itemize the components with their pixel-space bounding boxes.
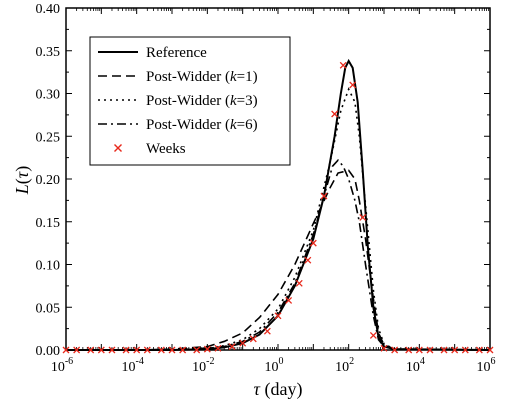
weeks-point [405, 346, 413, 354]
x-tick-label-0: 10-6 [51, 356, 73, 375]
weeks-point [461, 346, 469, 354]
x-tick-label-3: 100 [265, 356, 284, 375]
weeks-point [380, 344, 388, 352]
weeks-point [295, 279, 303, 287]
weeks-point [214, 344, 222, 352]
weeks-point [168, 346, 176, 354]
series-line-3 [66, 158, 491, 351]
weeks-point [228, 343, 236, 351]
weeks-point [108, 346, 116, 354]
weeks-point [285, 296, 293, 304]
y-tick-label-0: 0.00 [36, 344, 61, 359]
weeks-point [426, 346, 434, 354]
y-tick-label-4: 0.20 [36, 173, 61, 188]
weeks-point [249, 335, 257, 343]
y-tick-label-8: 0.40 [36, 2, 61, 17]
x-axis-label: τ (day) [254, 379, 303, 400]
x-tick-label-4: 102 [335, 356, 354, 375]
weeks-point [133, 346, 141, 354]
legend-label-1: Post-Widder (k=1) [146, 69, 258, 85]
x-tick-label-2: 10-2 [192, 356, 214, 375]
weeks-point [304, 256, 312, 264]
x-tick-label-1: 10-4 [121, 356, 143, 375]
legend-label-0: Reference [146, 45, 207, 61]
weeks-point [179, 346, 187, 354]
series-group [62, 58, 494, 354]
x-tick-label-5: 104 [406, 356, 425, 375]
weeks-point [440, 346, 448, 354]
weeks-point [157, 346, 165, 354]
weeks-point [415, 346, 423, 354]
weeks-point [391, 346, 399, 354]
weeks-point [339, 61, 347, 69]
y-tick-label-1: 0.05 [36, 301, 61, 316]
series-line-2 [66, 87, 491, 351]
weeks-point [274, 312, 282, 320]
weeks-point [451, 346, 459, 354]
series-line-0 [66, 58, 491, 351]
y-tick-label-6: 0.30 [36, 88, 61, 103]
weeks-point [486, 346, 494, 354]
legend-label-2: Post-Widder (k=3) [146, 93, 258, 109]
legend-label-4: Weeks [146, 141, 186, 157]
weeks-point [349, 81, 357, 89]
weeks-point [97, 346, 105, 354]
legend: Reference Post-Widder (k=1) Post-Widder (k… [89, 36, 291, 166]
weeks-point [122, 346, 130, 354]
axis-ticks: 0.00 0.05 0.10 0.15 0.20 0.25 0.30 0.35 0.40 10-6… [36, 2, 496, 375]
y-tick-label-3: 0.15 [36, 216, 61, 231]
weeks-point [263, 327, 271, 335]
legend-label-3: Post-Widder (k=6) [146, 117, 258, 133]
weeks-point [73, 346, 81, 354]
y-tick-label-2: 0.10 [36, 259, 61, 274]
weeks-point [193, 346, 201, 354]
series-line-1 [66, 169, 491, 351]
weeks-point [62, 346, 70, 354]
y-tick-label-7: 0.35 [36, 45, 61, 60]
weeks-point [320, 192, 328, 200]
legend-box [89, 36, 291, 166]
weeks-point [239, 339, 247, 347]
weeks-point [309, 239, 317, 247]
y-tick-label-5: 0.25 [36, 130, 61, 145]
weeks-point [143, 346, 151, 354]
weeks-point [203, 345, 211, 353]
weeks-point [331, 110, 339, 118]
weeks-point [369, 332, 377, 339]
weeks-point [87, 346, 95, 354]
series-weeks-markers [62, 61, 494, 354]
y-axis-label: L(τ) [12, 166, 33, 195]
weeks-point [475, 346, 483, 354]
weeks-point [359, 214, 367, 221]
x-tick-label-6: 106 [477, 356, 496, 375]
legend-marker-weeks [114, 144, 122, 152]
